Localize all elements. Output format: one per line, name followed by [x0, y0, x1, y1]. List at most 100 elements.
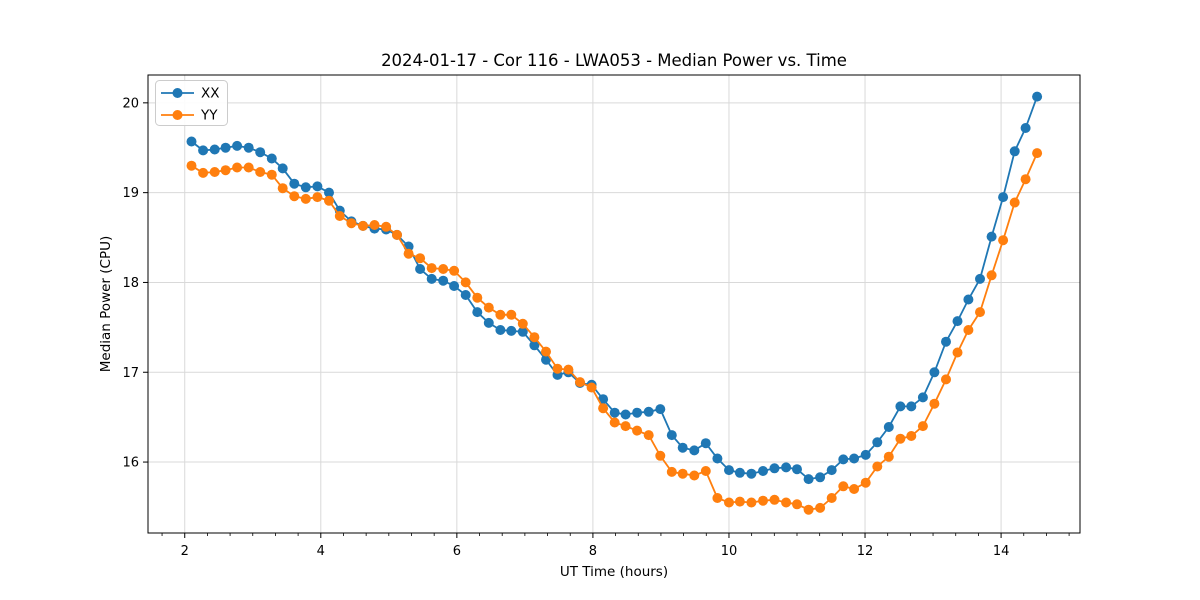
data-point-xx [781, 462, 792, 473]
data-point-yy [803, 504, 814, 515]
data-point-xx [449, 281, 460, 291]
data-point-xx [758, 466, 768, 476]
legend-marker-xx [172, 88, 183, 98]
data-point-yy [655, 450, 666, 461]
grid-lines [148, 75, 1080, 533]
data-point-xx [734, 467, 745, 478]
data-point-yy [1009, 197, 1020, 208]
data-point-xx [815, 472, 826, 483]
legend-label-xx: XX [201, 86, 220, 102]
x-tick-label: 8 [589, 544, 597, 559]
legend-marker-yy [172, 110, 183, 120]
data-point-xx [266, 153, 277, 164]
x-tick-label: 4 [317, 544, 325, 559]
data-point-yy [769, 494, 780, 505]
data-point-xx [952, 316, 963, 327]
data-point-yy [826, 493, 837, 503]
data-point-xx [803, 474, 814, 485]
y-axis-label: Median Power (CPU) [98, 236, 114, 372]
data-point-xx [243, 142, 254, 153]
data-point-yy [403, 248, 414, 259]
data-point-xx [666, 430, 677, 441]
data-point-xx [643, 406, 654, 417]
data-point-xx [541, 354, 551, 365]
data-point-yy [198, 167, 209, 178]
data-point-yy [495, 309, 506, 320]
data-point-yy [781, 497, 792, 508]
data-point-yy [232, 162, 243, 173]
data-point-xx [883, 422, 894, 432]
data-point-yy [289, 191, 300, 202]
data-point-xx [300, 182, 311, 193]
data-point-yy [358, 220, 368, 231]
y-tick-label: 16 [122, 456, 139, 471]
data-point-yy [438, 264, 449, 274]
data-point-xx [963, 294, 974, 305]
data-point-xx [312, 181, 323, 192]
data-point-xx [998, 192, 1009, 203]
data-point-yy [677, 468, 688, 479]
data-point-xx [506, 325, 517, 336]
legend-item-yy: YY [161, 108, 218, 124]
data-point-yy [952, 347, 963, 358]
data-point-xx [895, 401, 906, 412]
data-point-yy [460, 277, 471, 288]
data-point-xx [975, 273, 985, 284]
data-point-yy [449, 265, 460, 276]
x-tick-label: 10 [721, 544, 738, 559]
data-point-yy [632, 425, 643, 436]
data-point-xx [986, 231, 997, 242]
data-point-yy [724, 497, 734, 508]
data-point-yy [895, 433, 906, 444]
x-tick-label: 12 [857, 544, 874, 559]
data-point-yy [220, 165, 231, 176]
data-point-yy [266, 169, 277, 180]
legend-label-yy: YY [200, 108, 218, 124]
data-point-xx [838, 454, 849, 465]
data-point-yy [746, 497, 757, 508]
data-point-xx [529, 340, 540, 351]
data-point-xx [941, 336, 951, 347]
data-point-yy [243, 162, 254, 173]
data-point-yy [929, 398, 940, 409]
data-point-yy [1020, 174, 1031, 185]
data-point-yy [426, 263, 437, 274]
data-point-xx [872, 437, 883, 448]
y-tick-label: 17 [122, 366, 139, 381]
x-tick-label: 14 [993, 544, 1010, 559]
data-point-xx [232, 140, 243, 151]
data-point-xx [517, 326, 528, 337]
data-point-yy [734, 496, 745, 507]
data-point-xx [689, 445, 700, 456]
data-point-xx [415, 264, 426, 274]
data-point-xx [255, 147, 266, 158]
data-point-yy [324, 195, 334, 206]
data-point-xx [632, 407, 643, 418]
data-point-xx [849, 453, 860, 464]
y-tick-label: 18 [122, 276, 139, 291]
data-point-yy [209, 167, 220, 177]
data-point-yy [986, 270, 997, 281]
data-point-yy [860, 477, 871, 488]
axis-ticks: 2 4 6 8 10 12 14 16 17 18 19 20 [122, 96, 1070, 559]
data-point-xx [700, 438, 711, 449]
data-point-xx [186, 136, 197, 147]
series-layer [186, 91, 1043, 515]
data-point-yy [586, 382, 597, 393]
series-yy [186, 148, 1043, 515]
data-point-xx [1032, 91, 1043, 102]
data-point-yy [575, 377, 585, 388]
data-point-xx [746, 468, 757, 479]
data-point-yy [792, 499, 802, 510]
data-point-yy [620, 421, 631, 432]
data-point-xx [495, 325, 506, 335]
data-point-xx [724, 465, 734, 476]
data-point-yy [689, 470, 700, 481]
data-point-xx [438, 275, 449, 286]
data-point-yy [186, 160, 197, 171]
data-point-yy [609, 417, 620, 428]
x-tick-label: 6 [453, 544, 461, 559]
data-point-xx [929, 367, 940, 378]
data-point-yy [998, 235, 1009, 246]
